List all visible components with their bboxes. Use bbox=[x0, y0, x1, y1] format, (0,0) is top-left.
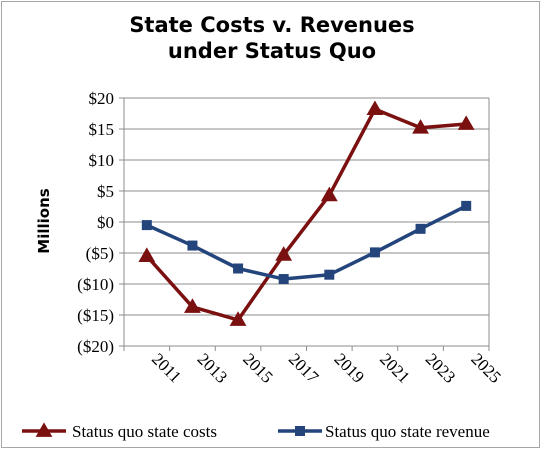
y-tick-label: ($5) bbox=[86, 244, 114, 263]
data-point-revenue bbox=[369, 247, 380, 258]
legend-marker-revenue bbox=[295, 426, 305, 436]
data-point-revenue bbox=[324, 269, 335, 280]
legend: Status quo state costs Status quo state r… bbox=[22, 422, 490, 441]
axes bbox=[119, 97, 490, 351]
y-tick-label: ($10) bbox=[77, 275, 114, 294]
chart-title-line-1: State Costs v. Revenues bbox=[129, 13, 414, 37]
y-tick-labels: $20 $15 $10 $5 $0 ($5) ($10) ($15) ($20) bbox=[77, 89, 114, 356]
data-point-costs bbox=[229, 311, 247, 326]
x-tick-label: 2019 bbox=[330, 349, 367, 386]
legend-marker-costs bbox=[35, 422, 53, 437]
y-tick-label: $0 bbox=[97, 213, 114, 232]
series bbox=[138, 100, 475, 326]
y-tick-label: ($20) bbox=[77, 337, 114, 356]
data-point-revenue bbox=[141, 220, 152, 231]
data-point-costs bbox=[184, 298, 201, 313]
series-line-costs bbox=[145, 107, 467, 322]
chart-title-line-2: under Status Quo bbox=[168, 39, 376, 63]
data-point-revenue bbox=[461, 200, 472, 211]
data-point-costs bbox=[457, 115, 475, 130]
x-tick-label: 2015 bbox=[239, 349, 276, 386]
legend-label-costs: Status quo state costs bbox=[72, 422, 217, 441]
data-point-costs bbox=[366, 100, 384, 116]
x-tick-label: 2013 bbox=[194, 349, 231, 386]
data-point-costs bbox=[320, 186, 338, 202]
y-tick-label: $20 bbox=[89, 89, 115, 108]
legend-label-revenue: Status quo state revenue bbox=[325, 422, 490, 441]
x-tick-label: 2011 bbox=[148, 349, 185, 386]
x-tick-label: 2025 bbox=[467, 349, 504, 386]
data-point-costs bbox=[275, 246, 293, 261]
x-tick-label: 2017 bbox=[285, 349, 323, 387]
series-line-revenue bbox=[146, 204, 467, 281]
y-tick-label: $5 bbox=[97, 182, 114, 201]
y-tick-label: $10 bbox=[89, 151, 115, 170]
data-point-costs bbox=[138, 247, 156, 262]
data-point-costs bbox=[412, 119, 429, 134]
data-point-revenue bbox=[233, 263, 244, 274]
data-point-revenue bbox=[278, 274, 289, 285]
data-point-revenue bbox=[187, 240, 198, 251]
x-tick-labels: 2011 2013 2015 2017 2019 2021 2023 2025 bbox=[148, 349, 505, 387]
data-point-revenue bbox=[415, 223, 426, 234]
y-axis-label: Millions bbox=[35, 188, 53, 253]
x-tick-label: 2021 bbox=[376, 349, 413, 386]
y-tick-label: $15 bbox=[89, 120, 115, 139]
y-tick-label: ($15) bbox=[77, 306, 114, 325]
x-tick-label: 2023 bbox=[422, 349, 459, 386]
